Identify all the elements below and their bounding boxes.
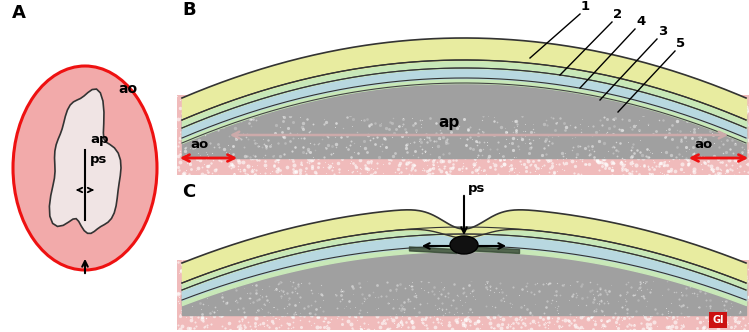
Bar [177, 260, 749, 330]
Text: ao: ao [118, 82, 137, 96]
Polygon shape [182, 115, 746, 158]
Text: C: C [182, 183, 195, 201]
Text: ap: ap [90, 133, 109, 146]
Text: A: A [12, 4, 26, 22]
Text: ps: ps [90, 153, 107, 166]
Text: ps: ps [468, 182, 485, 195]
Text: 2: 2 [613, 8, 622, 21]
Ellipse shape [13, 66, 157, 270]
Text: B: B [182, 1, 195, 19]
Text: GI: GI [712, 315, 724, 325]
Text: 3: 3 [658, 25, 667, 38]
Polygon shape [182, 280, 746, 315]
Text: 4: 4 [636, 15, 645, 28]
Text: 5: 5 [676, 37, 685, 50]
Polygon shape [49, 89, 121, 233]
Text: 1: 1 [581, 0, 590, 13]
Bar [177, 95, 749, 175]
Text: ao: ao [190, 138, 208, 151]
Text: ao: ao [694, 138, 712, 151]
Text: ap: ap [438, 115, 460, 130]
Ellipse shape [450, 236, 478, 254]
